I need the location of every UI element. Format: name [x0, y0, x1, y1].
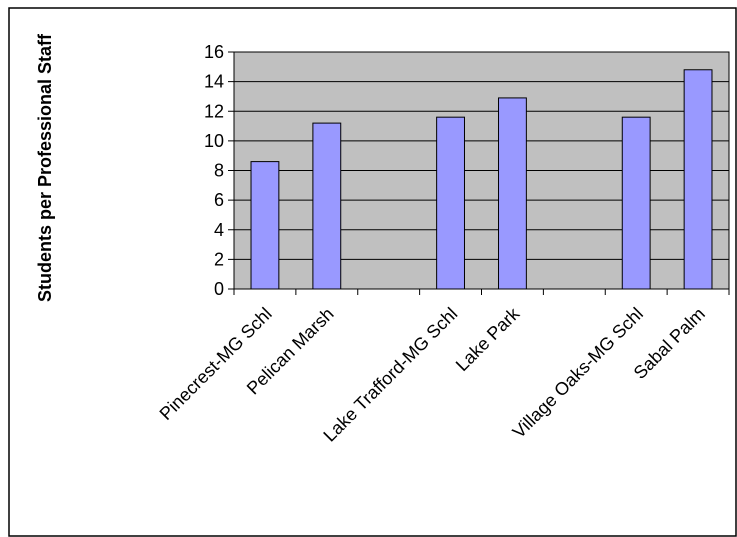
axes — [228, 51, 730, 295]
bar — [312, 122, 342, 290]
y-tick-label: 14 — [204, 72, 224, 92]
y-tick-label: 10 — [204, 131, 224, 151]
bar — [250, 161, 280, 290]
y-tick-label: 16 — [204, 42, 224, 62]
y-tick-label: 6 — [214, 190, 224, 210]
bars — [250, 69, 713, 290]
bar — [621, 116, 651, 290]
bar — [436, 116, 465, 290]
y-tick-label: 12 — [204, 101, 224, 121]
bar — [498, 97, 527, 290]
y-tick-label: 4 — [214, 220, 224, 240]
y-tick-label: 0 — [214, 279, 224, 299]
bar — [683, 69, 713, 290]
y-tick-label: 8 — [214, 161, 224, 181]
y-tick-label: 2 — [214, 249, 224, 269]
y-axis-title: Students per Professional Staff — [35, 33, 55, 302]
y-tick-labels: 0 2 4 6 8 10 12 14 16 — [204, 42, 224, 299]
